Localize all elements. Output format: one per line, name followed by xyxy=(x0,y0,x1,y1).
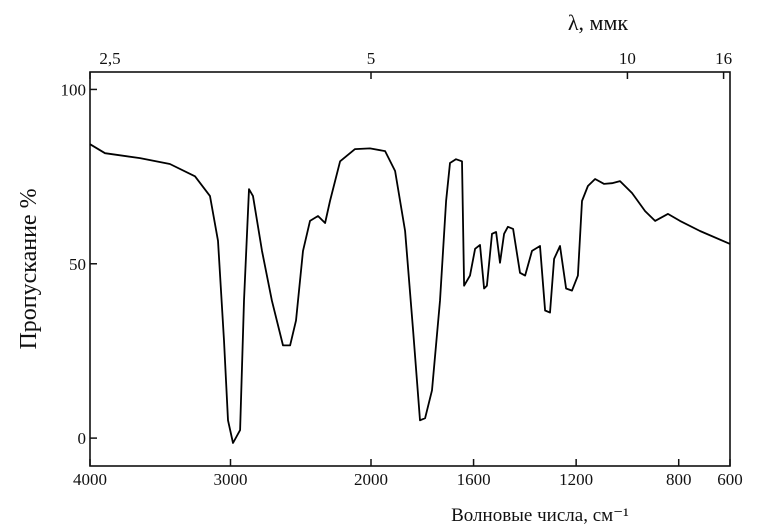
y-tick-label: 50 xyxy=(69,255,86,274)
x2-tick-label: 2,5 xyxy=(99,49,120,68)
spectrum-line xyxy=(89,143,731,444)
x2-tick-label: 5 xyxy=(367,49,376,68)
x2-tick-label: 10 xyxy=(619,49,636,68)
x-tick-label: 4000 xyxy=(73,470,107,489)
y-tick-label: 0 xyxy=(78,429,87,448)
x-tick-label: 2000 xyxy=(354,470,388,489)
y-tick-label: 100 xyxy=(61,80,87,99)
x-tick-label: 3000 xyxy=(214,470,248,489)
x-tick-label: 600 xyxy=(717,470,743,489)
x2-axis-label: λ, ммк xyxy=(568,10,629,35)
x2-tick-label: 16 xyxy=(715,49,732,68)
x-axis-label: Волновые числа, см⁻¹ xyxy=(451,505,629,526)
y-axis-label: Пропускание % xyxy=(16,188,42,349)
x-tick-label: 1600 xyxy=(457,470,491,489)
plot-frame xyxy=(89,71,731,467)
x-tick-label: 800 xyxy=(666,470,692,489)
x-tick-label: 1200 xyxy=(559,470,593,489)
